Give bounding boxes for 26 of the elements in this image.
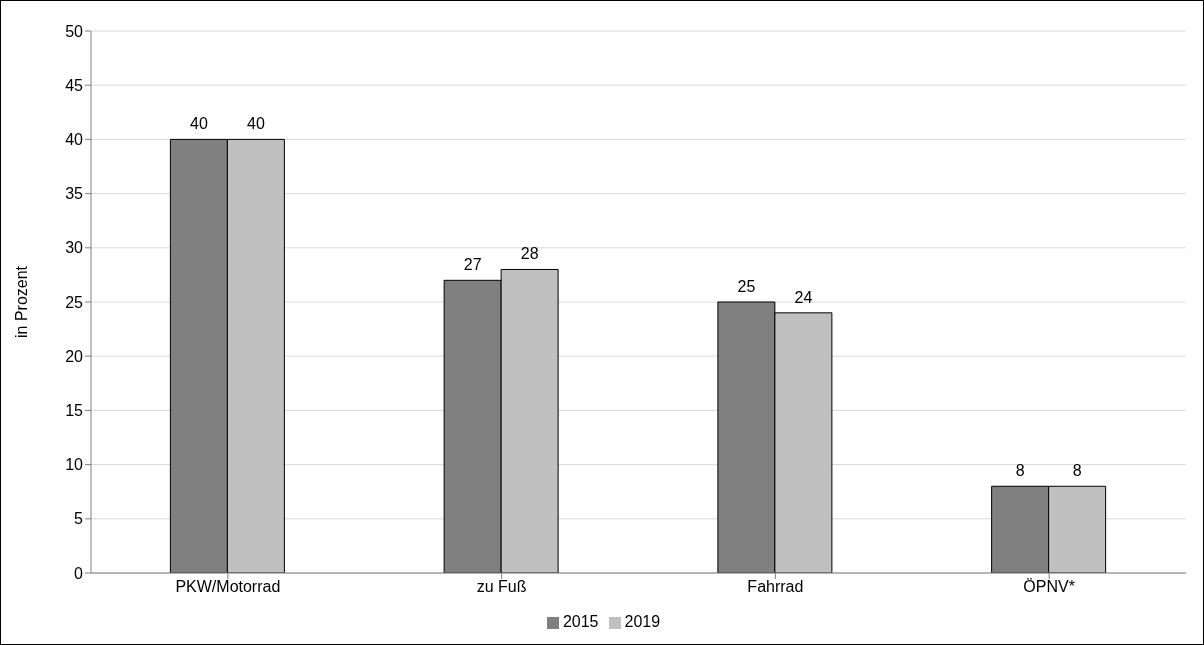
data-label: 8 (1015, 462, 1025, 480)
x-tick-label: ÖPNV* (1023, 578, 1075, 596)
data-label: 25 (737, 278, 756, 295)
y-tick-label: 30 (65, 239, 84, 257)
data-label: 40 (246, 115, 265, 133)
y-tick-label: 10 (65, 456, 84, 474)
y-tick-label: 20 (65, 347, 84, 365)
y-tick-label: 35 (65, 185, 84, 203)
x-tick-label: Fahrrad (747, 578, 804, 596)
data-label: 28 (520, 245, 539, 263)
legend-label: 2019 (624, 613, 661, 630)
y-tick-label: 45 (65, 76, 84, 94)
data-label: 40 (189, 115, 208, 133)
y-tick-label: 5 (74, 510, 84, 528)
legend-label: 2015 (562, 613, 599, 630)
y-tick-label: 15 (65, 402, 84, 420)
y-tick-label: 50 (65, 22, 84, 40)
y-tick-label: 0 (74, 564, 84, 582)
y-axis-title: in Prozent (12, 265, 30, 339)
y-tick-label: 40 (65, 131, 84, 149)
x-tick-label: PKW/Motorrad (175, 578, 281, 596)
data-label: 27 (463, 256, 482, 274)
data-label: 8 (1072, 462, 1082, 480)
x-tick-label: zu Fuß (476, 578, 527, 596)
y-tick-label: 25 (65, 293, 84, 311)
data-label: 24 (794, 288, 813, 306)
